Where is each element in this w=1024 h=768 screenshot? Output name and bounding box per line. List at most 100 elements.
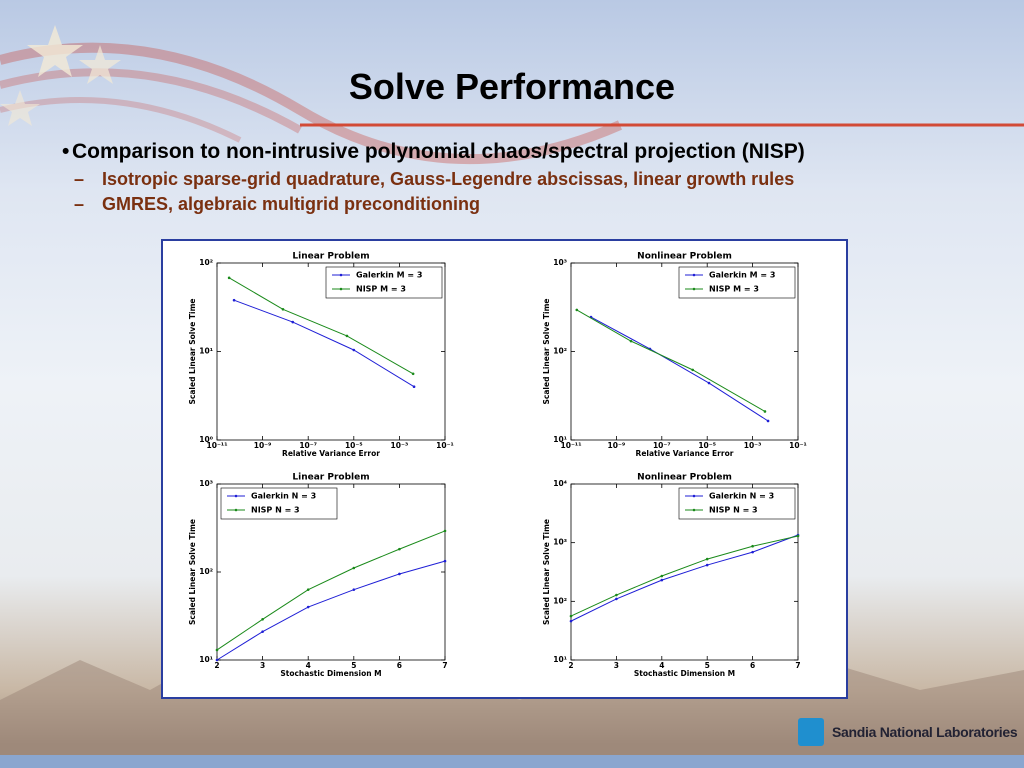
y-tick-label: 10³ [553,538,567,547]
x-tick-label: 10⁻⁵ [345,441,363,450]
x-tick-label: 10⁻⁷ [653,441,671,450]
y-axis-label: Scaled Linear Solve Time [188,519,197,625]
plot-frame [216,483,446,661]
data-point [352,348,356,352]
chart-title: Linear Problem [292,252,369,262]
y-tick-label: 10⁰ [199,435,213,444]
data-point [705,563,709,567]
data-point [615,597,618,601]
data-point [575,308,579,312]
data-point [443,559,447,563]
data-point [751,550,754,554]
legend-label: NISP M = 3 [709,285,759,294]
slide-title: Solve Performance [348,66,676,107]
chart-title: Nonlinear Problem [637,473,732,483]
x-tick-label: 2 [568,661,573,670]
data-point [215,648,219,652]
series-line [570,534,799,622]
data-point [232,298,236,302]
series-line [216,560,446,661]
legend-marker [692,273,696,277]
y-axis-label: Scaled Linear Solve Time [542,299,551,405]
data-point [261,630,264,633]
legend-label: Galerkin M = 3 [356,271,422,280]
y-tick-label: 10¹ [553,655,567,664]
data-point [615,593,618,597]
legend-marker [339,287,343,291]
legend-marker [692,494,696,498]
y-tick-label: 10² [553,347,567,356]
data-point [660,574,664,578]
x-tick-label: 3 [260,661,265,670]
plot-frame [570,262,799,441]
data-point [227,276,231,280]
x-axis-label: Relative Variance Error [282,449,380,458]
data-point [345,334,349,338]
legend-label: NISP N = 3 [251,506,300,515]
data-point [569,614,573,618]
y-tick-label: 10² [199,258,213,267]
legend-label: Galerkin M = 3 [709,271,775,280]
x-tick-label: 6 [397,661,402,670]
data-point [306,605,310,609]
bullet-marker: – [74,169,85,189]
legend-box [325,266,443,299]
y-tick-label: 10¹ [199,347,213,356]
chart-title: Nonlinear Problem [637,252,732,262]
y-axis-label: Scaled Linear Solve Time [542,519,551,625]
data-point [291,320,295,324]
data-point [707,381,711,385]
sub-bullet: – GMRES, algebraic multigrid precondition… [74,194,481,215]
x-tick-label: 4 [659,661,664,670]
logo-text: Sandia National Laboratories [832,724,1018,740]
legend-box [678,487,796,520]
sub-bullet: – Isotropic sparse-grid quadrature, Gauss… [74,169,794,190]
legend-marker [234,508,238,512]
legend-label: NISP N = 3 [709,506,758,515]
data-point [352,566,356,570]
y-tick-label: 10³ [553,258,567,267]
data-point [398,547,401,551]
data-point [281,307,285,311]
data-point [412,385,416,389]
y-tick-label: 10² [553,596,567,605]
data-point [411,372,415,376]
legend-box [678,266,796,299]
plot-frame [216,262,446,441]
x-tick-label: 10⁻⁵ [698,441,716,450]
x-tick-label: 10⁻⁹ [254,441,272,450]
bullet-marker: • [62,140,70,163]
series-line [570,535,799,617]
x-tick-label: 6 [750,661,755,670]
legend-box [220,487,338,520]
legend-label: NISP M = 3 [356,285,406,294]
x-tick-label: 2 [214,661,219,670]
x-tick-label: 10⁻⁹ [608,441,626,450]
data-point [306,588,310,591]
x-tick-label: 10⁻¹ [789,441,807,450]
legend-marker [692,508,696,512]
legend-label: Galerkin N = 3 [709,492,774,501]
x-tick-label: 10⁻³ [744,441,762,450]
data-point [569,619,573,623]
x-tick-label: 7 [795,661,800,670]
legend-marker [692,287,696,291]
legend-marker [234,494,238,498]
series-line [228,277,414,375]
x-axis-label: Stochastic Dimension M [634,669,735,678]
data-point [691,368,695,372]
sub-bullet-text: GMRES, algebraic multigrid preconditioni… [102,194,481,214]
x-tick-label: 10⁻¹ [436,441,454,450]
x-axis-label: Stochastic Dimension M [280,669,381,678]
bullet-marker: – [74,194,85,214]
bullet: • Comparison to non-intrusive polynomial … [62,140,805,164]
series-line [576,309,766,412]
y-tick-label: 10¹ [553,435,567,444]
data-point [215,658,219,662]
plot-frame [570,483,799,661]
x-tick-label: 10⁻³ [391,441,409,450]
chart-title: Linear Problem [292,473,369,483]
data-point [261,618,264,621]
